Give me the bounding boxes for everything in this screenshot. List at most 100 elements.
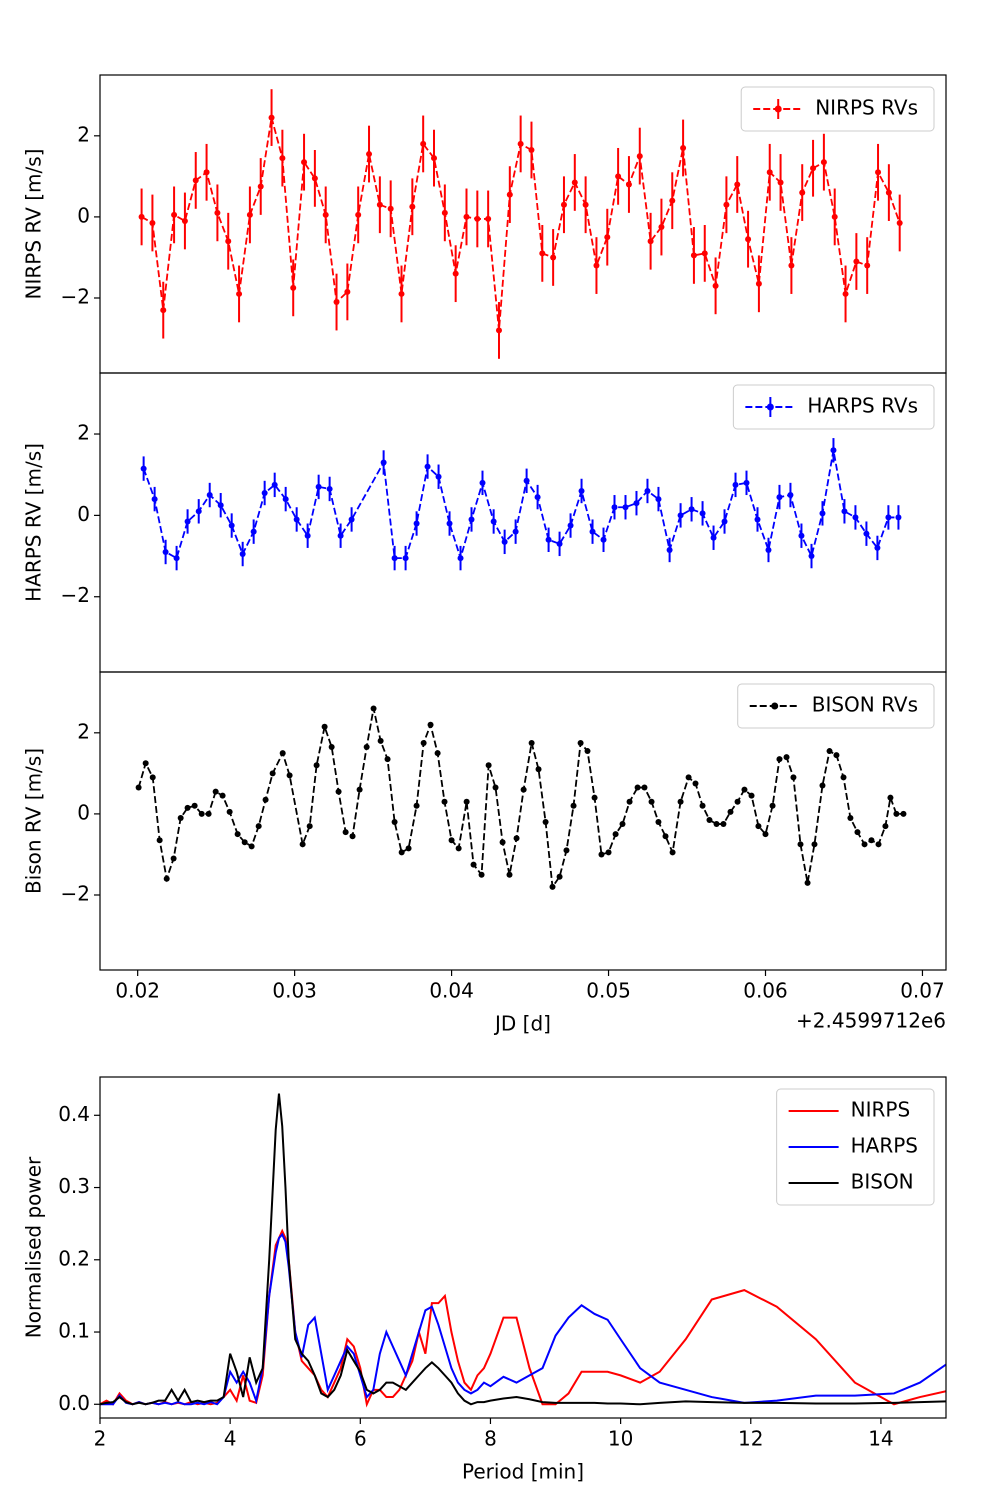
data-point: [261, 490, 268, 497]
data-point: [490, 518, 497, 525]
data-point: [370, 705, 377, 712]
data-point: [895, 514, 902, 521]
data-point: [550, 254, 557, 261]
x-tick-label: 0.07: [900, 979, 945, 1003]
x-tick-label: 0.05: [586, 979, 631, 1003]
data-point: [685, 774, 692, 781]
data-point: [783, 754, 790, 761]
data-point: [328, 744, 335, 751]
data-point: [788, 262, 795, 269]
data-point: [506, 191, 513, 198]
data-point: [852, 514, 859, 521]
data-point: [495, 327, 502, 334]
data-point: [820, 159, 827, 166]
data-point: [313, 762, 320, 769]
plot-area: [138, 89, 903, 359]
data-point: [402, 555, 409, 562]
y-axis-label: Bison RV [m/s]: [22, 748, 46, 894]
data-point: [593, 262, 600, 269]
data-point: [701, 250, 708, 257]
series-line: [100, 1228, 946, 1408]
data-point: [463, 798, 470, 805]
data-point: [405, 845, 412, 852]
data-point: [549, 883, 556, 890]
data-point: [311, 175, 318, 182]
data-point: [699, 510, 706, 517]
data-point: [413, 802, 420, 809]
legend-label: NIRPS: [851, 1098, 911, 1122]
data-point: [492, 784, 499, 791]
data-point: [446, 520, 453, 527]
data-point: [754, 516, 761, 523]
plot-area: [100, 1093, 946, 1408]
data-point: [435, 473, 442, 480]
data-point: [591, 794, 598, 801]
data-point: [140, 465, 147, 472]
data-point: [523, 477, 530, 484]
data-point: [584, 748, 591, 755]
data-point: [741, 786, 748, 793]
data-point: [413, 520, 420, 527]
data-point: [732, 481, 739, 488]
data-point: [420, 140, 427, 147]
legend-marker: [771, 702, 779, 710]
legend-box: [776, 1088, 935, 1206]
data-point: [535, 766, 542, 773]
data-point: [427, 721, 434, 728]
x-tick-label: 0.06: [743, 979, 788, 1003]
x-tick-label: 0.03: [272, 979, 317, 1003]
data-point: [634, 784, 641, 791]
data-point: [875, 169, 882, 176]
data-point: [387, 205, 394, 212]
data-point: [206, 492, 213, 499]
data-point: [600, 536, 607, 543]
data-point: [655, 819, 662, 826]
data-point: [356, 786, 363, 793]
y-tick-label: −2: [61, 583, 90, 607]
data-point: [605, 849, 612, 856]
data-point: [900, 810, 907, 817]
data-point: [485, 215, 492, 222]
y-tick-label: −2: [61, 284, 90, 308]
data-point: [271, 481, 278, 488]
data-point: [542, 819, 549, 826]
data-point: [342, 829, 349, 836]
data-point: [769, 802, 776, 809]
data-point: [727, 808, 734, 815]
data-point: [712, 282, 719, 289]
data-point: [776, 756, 783, 763]
data-point: [874, 544, 881, 551]
data-point: [420, 739, 427, 746]
data-point: [151, 496, 158, 503]
data-point: [149, 219, 156, 226]
data-point: [457, 555, 464, 562]
data-point: [748, 792, 755, 799]
data-point: [255, 823, 262, 830]
data-point: [666, 546, 673, 553]
axes-frame: [99, 1076, 947, 1419]
data-point: [713, 821, 720, 828]
data-point: [612, 831, 619, 838]
data-point: [170, 855, 177, 862]
data-point: [787, 492, 794, 499]
data-point: [424, 463, 431, 470]
y-tick-label: 0.2: [58, 1246, 90, 1270]
data-point: [398, 290, 405, 297]
x-tick-label: 10: [608, 1427, 633, 1451]
data-point: [479, 479, 486, 486]
data-point: [195, 508, 202, 515]
data-point: [882, 823, 889, 830]
data-point: [499, 839, 506, 846]
data-point: [441, 209, 448, 216]
data-point: [570, 802, 577, 809]
x-axis-label: JD [d]: [493, 1012, 551, 1036]
data-point: [658, 224, 665, 231]
data-point: [833, 752, 840, 759]
data-point: [766, 169, 773, 176]
data-point: [205, 810, 212, 817]
data-point: [344, 288, 351, 295]
legend-label: HARPS RVs: [807, 394, 918, 418]
series-line: [142, 450, 899, 562]
data-point: [578, 487, 585, 494]
data-point: [840, 774, 847, 781]
